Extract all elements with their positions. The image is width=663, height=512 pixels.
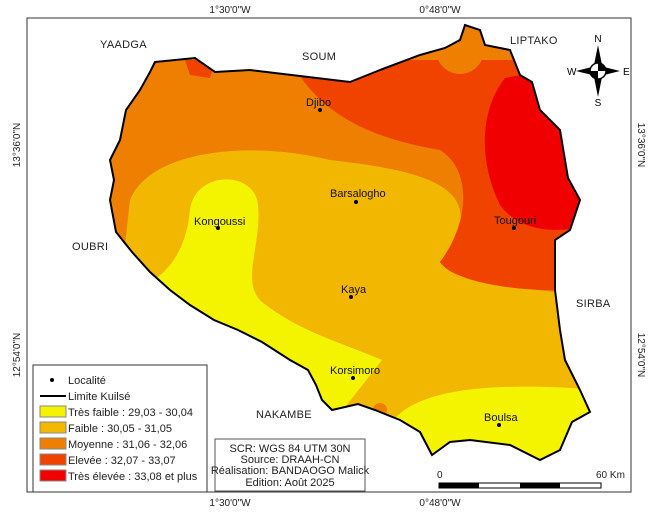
svg-text:Boulsa: Boulsa: [484, 412, 519, 424]
svg-text:LIPTAKO: LIPTAKO: [510, 35, 558, 47]
svg-text:0: 0: [437, 470, 443, 481]
svg-text:1°30'0"W: 1°30'0"W: [209, 5, 251, 16]
svg-text:Edition: Août 2025: Edition: Août 2025: [245, 477, 334, 489]
svg-text:Korsimoro: Korsimoro: [330, 365, 380, 377]
svg-text:OUBRI: OUBRI: [72, 241, 108, 253]
scale-bar: 0 60 Km: [437, 470, 625, 489]
legend-label: Moyenne : 31,06 - 32,06: [68, 439, 187, 451]
north-arrow: N S W E: [567, 34, 630, 109]
svg-text:12°54'0"N: 12°54'0"N: [635, 333, 646, 378]
svg-text:Djibo: Djibo: [306, 97, 331, 109]
legend-swatch: [39, 453, 67, 466]
legend-swatch: [39, 469, 67, 482]
svg-text:S: S: [595, 98, 602, 109]
svg-text:13°36'0"N: 13°36'0"N: [12, 123, 23, 168]
svg-text:0°48'0"W: 0°48'0"W: [419, 498, 461, 509]
svg-text:Kongoussi: Kongoussi: [194, 216, 245, 228]
legend-swatch: [39, 421, 67, 434]
svg-text:1°30'0"W: 1°30'0"W: [209, 498, 251, 509]
coordinates: 1°30'0"W 0°48'0"W 1°30'0"W 0°48'0"W 13°3…: [12, 5, 646, 509]
legend-label: Très élevée : 33,08 et plus: [68, 471, 198, 483]
neighbor-labels: YAADGA SOUM LIPTAKO OUBRI SIRBA NAKAMBE: [72, 35, 611, 421]
svg-text:60 Km: 60 Km: [596, 470, 625, 481]
svg-text:N: N: [594, 34, 601, 45]
credits-box: SCR: WGS 84 UTM 30N Source: DRAAH-CN Réa…: [211, 438, 370, 492]
svg-text:13°36'0"N: 13°36'0"N: [635, 123, 646, 168]
svg-text:SIRBA: SIRBA: [576, 298, 611, 310]
svg-text:Barsalogho: Barsalogho: [330, 188, 386, 200]
svg-text:SOUM: SOUM: [302, 51, 336, 63]
legend-label: Elevée : 32,07 - 33,07: [68, 455, 176, 467]
svg-text:Localité: Localité: [68, 375, 106, 387]
svg-text:E: E: [623, 67, 630, 78]
legend-swatch: [39, 405, 67, 418]
svg-text:SCR: WGS 84 UTM 30N: SCR: WGS 84 UTM 30N: [229, 443, 350, 455]
svg-text:NAKAMBE: NAKAMBE: [256, 409, 312, 421]
svg-text:Kaya: Kaya: [341, 284, 367, 296]
legend-label: Faible : 30,05 - 31,05: [68, 423, 172, 435]
svg-text:12°54'0"N: 12°54'0"N: [12, 333, 23, 378]
svg-text:Source: DRAAH-CN: Source: DRAAH-CN: [240, 454, 339, 466]
svg-text:W: W: [567, 67, 577, 78]
svg-text:0°48'0"W: 0°48'0"W: [419, 5, 461, 16]
localities: Djibo Barsalogho Kongoussi Tougouri Kaya…: [194, 97, 536, 427]
svg-text:Tougouri: Tougouri: [494, 215, 536, 227]
svg-text:YAADGA: YAADGA: [100, 39, 147, 51]
legend-swatch: [39, 437, 67, 450]
legend-label: Très faible : 29,03 - 30,04: [68, 407, 193, 419]
svg-text:Limite Kuilsé: Limite Kuilsé: [68, 391, 130, 403]
legend: Localité Limite Kuilsé Très faible : 29,…: [32, 364, 208, 493]
svg-text:Réalisation: BANDAOGO Malick: Réalisation: BANDAOGO Malick: [211, 465, 370, 477]
